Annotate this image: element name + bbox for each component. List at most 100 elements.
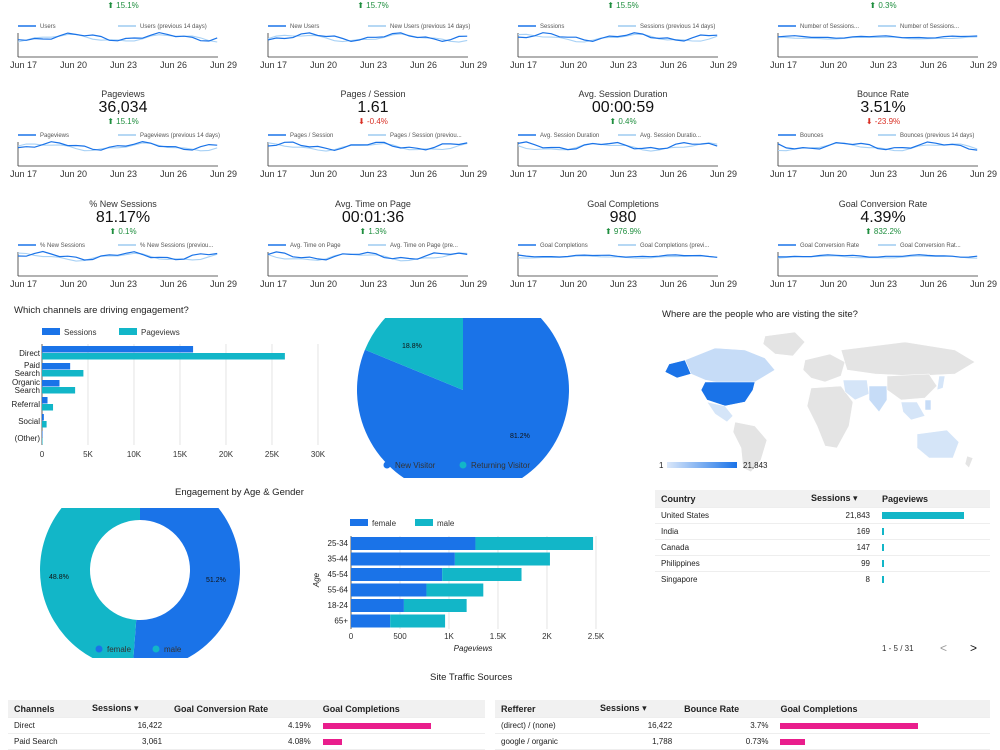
x-tick-label: Jun 26: [160, 60, 188, 70]
kpi-label: Pageviews: [101, 89, 145, 99]
legend-label-previous: Pageviews (previous 14 days): [140, 133, 220, 139]
kpi-card: Avg. Session Duration 00:00:59 ⬆ 0.4%: [508, 89, 738, 126]
donut-slice: [133, 508, 240, 658]
x-tick-label: Jun 23: [110, 169, 138, 179]
china-shape: [886, 373, 938, 401]
category-label: Organic: [12, 378, 40, 387]
legend-label-previous: % New Sessions (previou...: [140, 243, 214, 249]
current-series-line: [17, 31, 218, 42]
legend-label-previous: Avg. Session Duratio...: [640, 133, 701, 139]
category-label: Search: [15, 386, 40, 395]
x-tick-label: 500: [393, 632, 407, 641]
header-rate[interactable]: Bounce Rate: [678, 700, 775, 718]
header-sessions-sort[interactable]: Sessions ▾: [594, 700, 679, 718]
header-country[interactable]: Country: [655, 490, 805, 508]
channels-table: Channels Sessions ▾ Goal Conversion Rate Go…: [8, 700, 485, 750]
bar: [351, 568, 443, 581]
rate-cell: 4.19%: [168, 717, 317, 734]
x-tick-label: Jun 17: [510, 169, 538, 179]
country-cell: India: [655, 523, 805, 540]
x-tick-label: 30K: [311, 450, 326, 459]
x-tick-label: Jun 20: [310, 279, 338, 289]
header-name[interactable]: Channels: [8, 700, 86, 718]
header-goal-completions[interactable]: Goal Completions: [316, 700, 485, 718]
x-tick-label: Jun 26: [410, 279, 438, 289]
legend-dot: [383, 461, 391, 469]
kpi-value: 4.39%: [860, 209, 906, 226]
current-series-line: [267, 251, 468, 261]
category-label: 55-64: [328, 586, 349, 595]
x-tick-label: 20K: [219, 450, 234, 459]
table-row[interactable]: Philippines 99: [655, 555, 990, 572]
x-tick-label: Jun 29: [970, 279, 998, 289]
world-map[interactable]: 1 21,843: [655, 330, 990, 475]
table-row[interactable]: Canada 147: [655, 539, 990, 556]
table-row[interactable]: Singapore 8: [655, 571, 990, 587]
legend-label: Returning Visitor: [471, 461, 530, 470]
header-pageviews[interactable]: Pageviews: [876, 490, 990, 508]
header-sessions-sort[interactable]: Sessions ▾: [805, 490, 876, 508]
goal-bar-cell: [774, 733, 990, 750]
legend-label-current: Pageviews: [40, 133, 69, 139]
previous-series-line: [517, 142, 718, 152]
x-tick-label: Jun 20: [560, 279, 588, 289]
legend-swatch: [42, 328, 60, 335]
prev-page-button[interactable]: <: [940, 641, 948, 655]
x-tick-label: Jun 20: [560, 60, 588, 70]
usa-shape: [700, 381, 756, 407]
x-tick-label: Jun 29: [710, 169, 738, 179]
greenland-shape: [762, 331, 806, 357]
australia-shape: [916, 429, 960, 459]
bar: [42, 438, 43, 445]
x-tick-label: 0: [40, 450, 45, 459]
kpi-value: 1.61: [357, 99, 389, 116]
legend-label: New Visitor: [395, 461, 436, 470]
bar: [475, 537, 594, 550]
pie-slice: [364, 318, 463, 390]
table-row[interactable]: (direct) / (none) 16,422 3.7%: [495, 717, 990, 734]
x-tick-label: Jun 29: [460, 169, 488, 179]
x-tick-label: Jun 26: [920, 169, 948, 179]
table-row[interactable]: United States 21,843: [655, 507, 990, 524]
x-tick-label: Jun 23: [610, 60, 638, 70]
age-bar-chart: female male 0 500 1K 1.5K 2K 2.5K 25-34 35-44 45-5…: [312, 519, 605, 653]
next-page-button[interactable]: >: [970, 641, 978, 655]
legend-label-current: % New Sessions: [40, 243, 85, 249]
table-row[interactable]: google / organic 1,788 0.73%: [495, 733, 990, 750]
category-label: Social: [18, 417, 40, 426]
goal-completions-bar: [322, 738, 343, 745]
x-tick-label: Jun 26: [920, 60, 948, 70]
previous-series-line: [517, 33, 718, 43]
x-tick-label: Jun 29: [210, 279, 238, 289]
header-goal-completions[interactable]: Goal Completions: [774, 700, 990, 718]
header-name[interactable]: Refferer: [495, 700, 595, 718]
header-rate[interactable]: Goal Conversion Rate: [168, 700, 317, 718]
pie-value-label: 18.8%: [402, 343, 422, 350]
bar: [42, 353, 285, 360]
sparkline-chart: Number of Sessions... Number of Sessions.…: [777, 24, 978, 58]
table-row[interactable]: Paid Search 3,061 4.08%: [8, 733, 485, 750]
name-cell: google / organic: [495, 733, 595, 750]
table-row[interactable]: India 169: [655, 523, 990, 540]
x-tick-label: 2K: [542, 632, 552, 641]
legend-label-previous: Users (previous 14 days): [140, 24, 207, 30]
sparkline-chart: New Users New Users (previous 14 days): [267, 24, 470, 58]
legend-label: female: [107, 645, 132, 654]
name-cell: Direct: [8, 717, 86, 734]
legend-label: Sessions: [64, 328, 96, 337]
kpi-card: Bounce Rate 3.51% ⬇ -23.9%: [768, 89, 998, 126]
y-axis-label: Age: [312, 572, 321, 588]
goal-bar-cell: [316, 733, 485, 750]
header-sessions-sort[interactable]: Sessions ▾: [85, 700, 169, 718]
india-shape: [868, 385, 888, 413]
x-tick-label: Jun 26: [410, 60, 438, 70]
bar: [42, 421, 47, 428]
legend-label-previous: Avg. Time on Page (pre...: [390, 243, 458, 249]
bar: [42, 370, 84, 377]
kpi-change: ⬇ -23.9%: [865, 117, 901, 126]
legend-label-current: Pages / Session: [290, 133, 333, 139]
legend-dot: [459, 461, 467, 469]
table-row[interactable]: Direct 16,422 4.19%: [8, 717, 485, 734]
kpi-label: Avg. Session Duration: [578, 89, 668, 99]
sessions-cell: 99: [805, 555, 876, 572]
